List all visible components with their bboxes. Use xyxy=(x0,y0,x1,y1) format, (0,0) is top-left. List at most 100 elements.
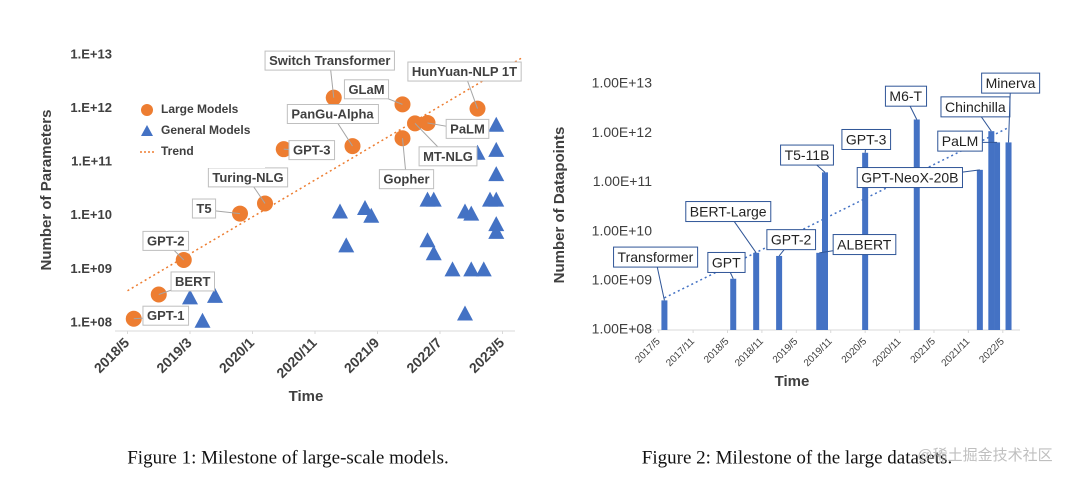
bar xyxy=(776,255,783,330)
bar-label: BERT-Large xyxy=(690,204,767,220)
point-label: Turing-NLG xyxy=(212,170,283,185)
legend-box xyxy=(133,96,265,168)
x-axis-label: Time xyxy=(775,373,810,390)
point xyxy=(332,203,348,219)
y-tick-label: 1.00E+12 xyxy=(592,124,653,140)
bar-label: GPT xyxy=(712,254,741,270)
label-box xyxy=(981,72,1041,94)
point xyxy=(457,305,473,321)
point xyxy=(207,287,223,303)
legend-label: Trend xyxy=(161,144,194,158)
label-box xyxy=(142,230,190,251)
label-box xyxy=(170,271,216,292)
bar xyxy=(1005,142,1012,330)
point-label: PaLM xyxy=(450,121,485,136)
y-tick-label: 1.E+09 xyxy=(70,261,112,276)
label-box xyxy=(264,50,395,71)
bar-label: Transformer xyxy=(618,249,694,265)
label-box xyxy=(418,146,478,167)
point-label: GPT-3 xyxy=(293,143,331,158)
bar-label: M6-T xyxy=(889,88,922,104)
bar-label: GPT-3 xyxy=(846,131,887,147)
label-box xyxy=(884,85,928,107)
point xyxy=(475,261,492,277)
point xyxy=(488,191,505,207)
label-box xyxy=(288,140,336,161)
label-box xyxy=(707,251,746,273)
label-box xyxy=(286,104,379,125)
point xyxy=(488,116,505,132)
label-box xyxy=(841,128,892,150)
point xyxy=(488,141,505,157)
y-tick-label: 1.00E+08 xyxy=(592,321,653,337)
trend-line xyxy=(127,57,522,292)
label-box xyxy=(445,118,490,139)
legend-marker xyxy=(141,125,153,136)
bar xyxy=(988,131,995,330)
bar-label: GPT-NeoX-20B xyxy=(861,170,958,186)
bar xyxy=(730,278,737,330)
label-box xyxy=(937,130,983,152)
point xyxy=(444,261,461,277)
point-label: Switch Transformer xyxy=(269,53,390,68)
point-label: GPT-2 xyxy=(147,233,185,248)
bar-label: Minerva xyxy=(986,75,1036,91)
point xyxy=(425,191,442,207)
bar xyxy=(913,119,920,330)
point xyxy=(182,289,198,305)
legend-label: General Models xyxy=(161,123,251,137)
label-box xyxy=(856,167,963,189)
point xyxy=(419,232,436,248)
y-tick-label: 1.E+11 xyxy=(71,154,112,169)
bar xyxy=(994,142,1001,330)
bar xyxy=(816,252,823,330)
point-label: BERT xyxy=(175,274,210,289)
point xyxy=(463,261,480,277)
point-label: PanGu-Alpha xyxy=(291,107,374,122)
label-box xyxy=(766,229,817,251)
bar xyxy=(976,169,983,330)
point xyxy=(488,166,505,182)
y-tick-label: 1.E+10 xyxy=(70,207,112,222)
caption: Figure 1: Milestone of large-scale model… xyxy=(127,447,449,468)
leader-line xyxy=(1008,84,1012,143)
point-label: Gopher xyxy=(383,172,429,187)
bar xyxy=(753,252,760,330)
label-box xyxy=(832,234,897,256)
y-tick-label: 1.00E+13 xyxy=(592,75,653,91)
bar xyxy=(661,300,668,330)
y-tick-label: 1.00E+10 xyxy=(592,222,653,238)
point xyxy=(194,312,211,328)
label-box xyxy=(378,169,435,190)
point xyxy=(357,199,373,215)
y-tick-label: 1.00E+09 xyxy=(592,272,653,288)
bar-label: ALBERT xyxy=(837,237,892,253)
label-box xyxy=(780,144,834,166)
point xyxy=(363,207,380,223)
point xyxy=(425,245,442,261)
y-tick-label: 1.E+13 xyxy=(70,46,112,61)
label-box xyxy=(191,198,217,219)
bar-label: GPT-2 xyxy=(771,232,812,248)
y-tick-label: 1.E+12 xyxy=(70,100,112,115)
y-axis-label: Number of Datapoints xyxy=(551,127,568,284)
point xyxy=(488,216,505,232)
watermark: @稀土掘金技术社区 xyxy=(917,447,1052,464)
legend-label: Large Models xyxy=(161,102,239,116)
y-tick-label: 1.00E+11 xyxy=(593,173,653,189)
point xyxy=(463,205,480,221)
label-box xyxy=(343,79,390,100)
point-label: MT-NLG xyxy=(423,149,473,164)
label-box xyxy=(407,61,522,82)
point xyxy=(338,237,355,253)
label-box xyxy=(142,305,190,326)
label-box xyxy=(685,201,772,223)
caption: Figure 2: Milestone of the large dataset… xyxy=(642,447,952,468)
bar xyxy=(822,172,828,330)
point-label: HunYuan-NLP 1T xyxy=(412,64,517,79)
point-label: GPT-1 xyxy=(147,308,185,323)
label-box xyxy=(613,246,699,268)
point-label: T5 xyxy=(196,201,211,216)
bar-label: Chinchilla xyxy=(945,99,1006,115)
